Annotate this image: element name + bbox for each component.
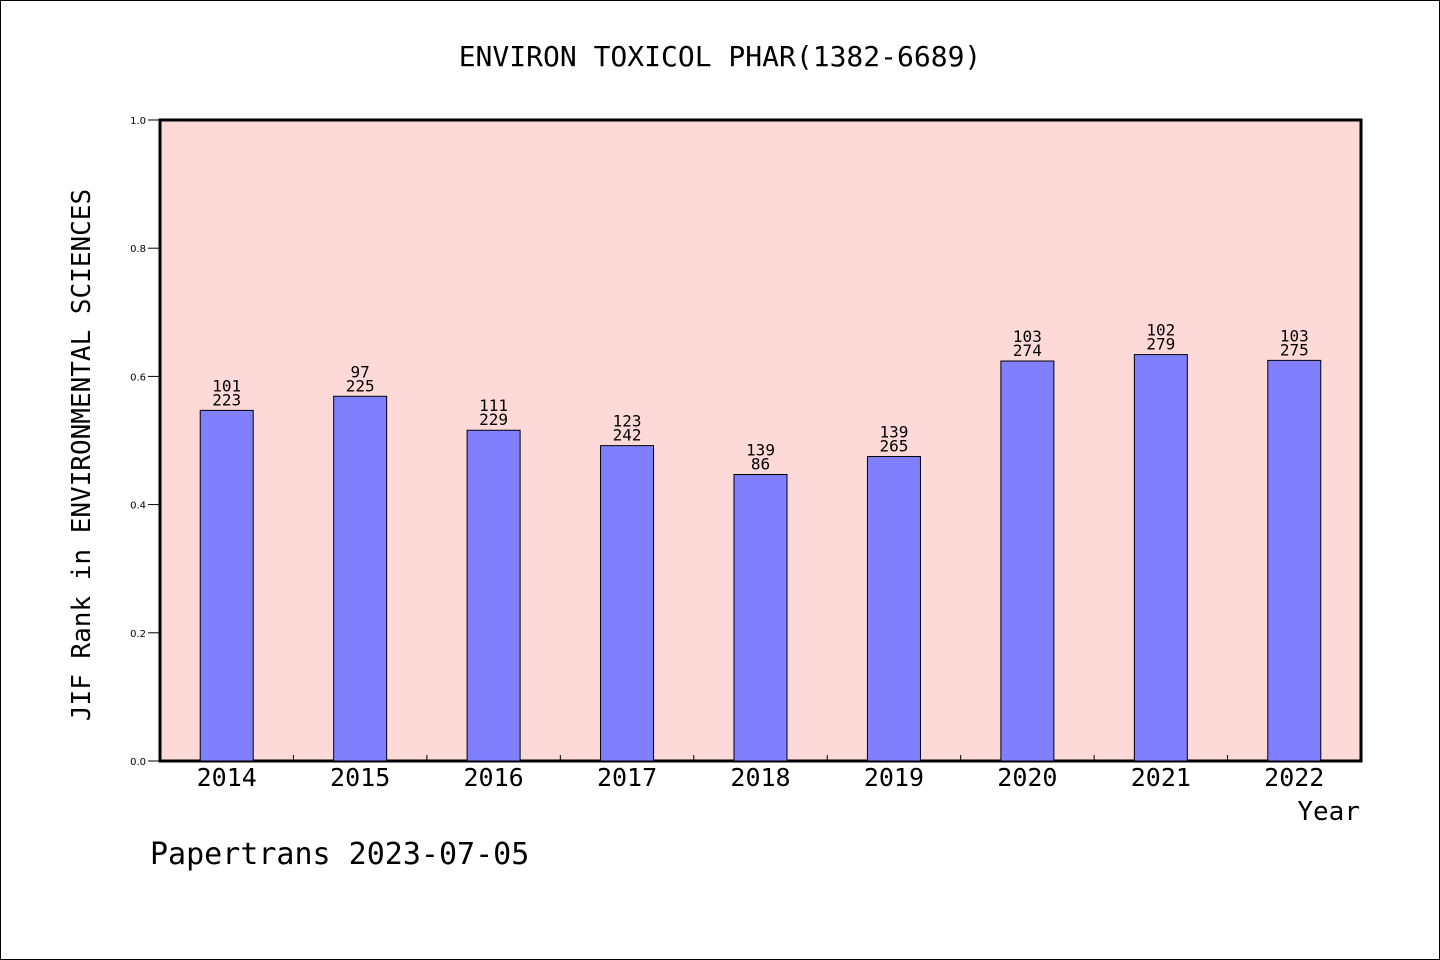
bar-label-bottom: 86 [751,454,770,473]
y-tick-label: 0.4 [130,501,146,512]
y-tick-label: 0.2 [130,629,146,640]
bar [466,429,521,762]
bar-label-bottom: 225 [346,376,375,395]
x-tick-label: 2018 [730,763,790,792]
bar [1133,354,1188,762]
bar-label-bottom: 274 [1013,341,1042,360]
x-axis: 2014 2015 2016 2017 2018 2019 2020 2021 2022 [197,755,1324,792]
y-tick-label: 0.8 [130,244,146,255]
bar [866,456,921,762]
x-tick-label: 2015 [330,763,390,792]
bar-label-bottom: 279 [1146,335,1175,354]
bar-label-top: 139 [879,423,908,442]
x-tick-label: 2022 [1264,763,1324,792]
bar-label-bottom: 242 [613,426,642,445]
x-tick-label: 2017 [597,763,657,792]
bar-label-top: 139 [746,440,775,459]
bar-label-top: 102 [1146,321,1175,340]
x-tick-label: 2016 [464,763,524,792]
bar [333,395,388,762]
bar-label-top: 97 [351,362,370,381]
bar-label-top: 103 [1013,327,1042,346]
bar [600,445,655,762]
bar [1267,359,1322,762]
x-tick-label: 2019 [864,763,924,792]
y-axis-label: JIF Rank in ENVIRONMENTAL SCIENCES [67,189,97,721]
bar-label-top: 111 [479,396,508,415]
watermark: Papertrans 2023-07-05 [150,837,529,872]
bar-label-bottom: 223 [212,390,241,409]
x-axis-label: Year [1297,797,1360,827]
bar-label-bottom: 229 [479,410,508,429]
x-tick-label: 2014 [197,763,257,792]
x-tick-label: 2020 [997,763,1057,792]
y-tick-label: 0.6 [130,372,146,383]
x-tick-label: 2021 [1131,763,1191,792]
bar-label-top: 123 [613,412,642,431]
y-tick-label: 0.0 [130,757,146,768]
bar [199,409,254,762]
y-axis: 0.0 0.2 0.4 0.6 0.8 1.0 [130,116,160,768]
bar [733,473,788,762]
bar [1000,360,1055,762]
bar-label-top: 103 [1280,326,1309,345]
bar-label-bottom: 275 [1280,340,1309,359]
bar-label-bottom: 265 [879,437,908,456]
chart-title: ENVIRON TOXICOL PHAR(1382-6689) [459,40,982,73]
y-tick-label: 1.0 [130,116,146,127]
bar-label-top: 101 [212,376,241,395]
